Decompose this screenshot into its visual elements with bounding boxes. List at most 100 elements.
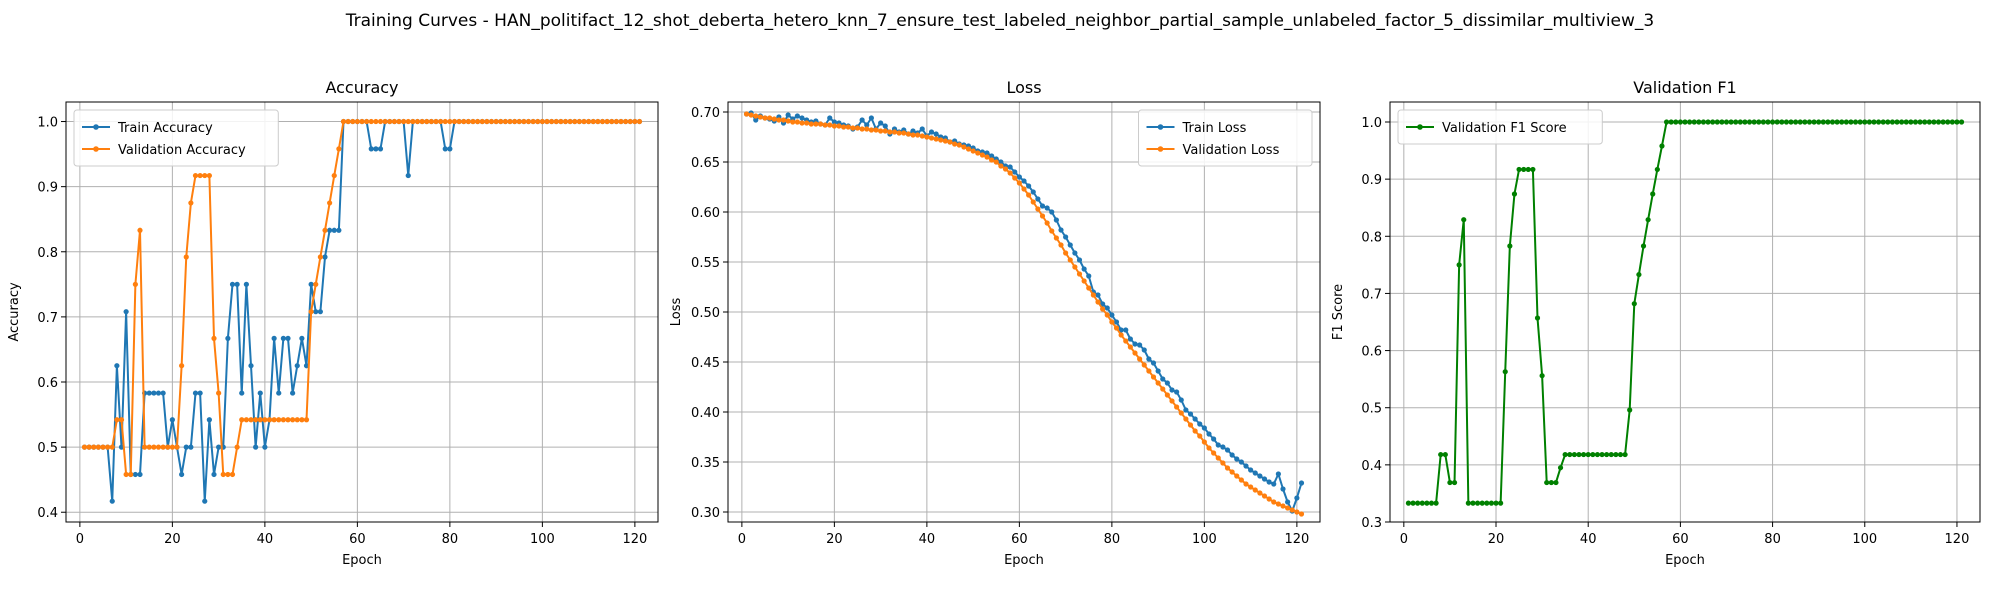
data-point	[498, 118, 504, 125]
data-point	[1104, 312, 1110, 318]
data-point	[1502, 369, 1508, 375]
data-point	[447, 146, 453, 152]
data-point	[1187, 422, 1194, 428]
data-point	[285, 417, 291, 423]
data-point	[1211, 450, 1217, 456]
data-point	[364, 118, 370, 125]
x-tick-label: 80	[442, 532, 459, 547]
data-point	[512, 118, 518, 125]
data-point	[915, 132, 921, 138]
y-tick-label: 0.5	[1361, 402, 1382, 417]
data-point	[544, 118, 550, 125]
data-point	[1571, 451, 1577, 458]
data-point	[1894, 119, 1900, 125]
data-point	[243, 417, 249, 423]
data-point	[1484, 500, 1490, 506]
legend: Validation F1 Score	[1397, 109, 1603, 145]
x-tick-label: 100	[530, 532, 555, 547]
legend: Train Loss Validation Loss	[1138, 109, 1313, 167]
data-point	[229, 471, 236, 478]
data-point	[1016, 174, 1022, 180]
data-point	[1248, 467, 1254, 473]
data-point	[1470, 500, 1476, 506]
data-point	[938, 137, 944, 143]
data-point	[1039, 203, 1046, 209]
data-point	[1252, 487, 1258, 493]
data-point	[1095, 292, 1101, 298]
data-point	[1931, 119, 1937, 125]
x-axis-label: Epoch	[1665, 553, 1705, 568]
data-point	[1511, 191, 1518, 197]
data-point	[1113, 319, 1120, 325]
data-point	[1848, 119, 1854, 125]
data-point	[160, 444, 166, 450]
data-point	[1567, 451, 1573, 458]
data-point	[1275, 471, 1281, 477]
data-point	[493, 118, 499, 125]
data-point	[100, 444, 106, 450]
data-point	[1067, 257, 1073, 263]
legend-swatch-marker	[1157, 146, 1164, 152]
data-point	[771, 116, 777, 122]
data-point	[1104, 305, 1110, 311]
data-point	[1539, 373, 1545, 379]
data-point	[998, 159, 1004, 165]
data-point	[1723, 119, 1730, 125]
data-point	[137, 471, 143, 478]
data-point	[81, 444, 88, 450]
data-point	[586, 118, 592, 125]
data-point	[767, 115, 773, 121]
data-point	[1002, 166, 1009, 172]
data-point	[114, 417, 120, 423]
data-point	[359, 118, 365, 125]
data-point	[197, 172, 203, 179]
y-tick-label: 0.60	[691, 206, 720, 221]
data-point	[1044, 220, 1050, 226]
data-point	[599, 118, 606, 125]
data-point	[868, 127, 874, 133]
data-point	[225, 471, 231, 478]
data-point	[785, 112, 791, 118]
data-point	[1594, 451, 1601, 458]
data-point	[970, 148, 976, 154]
data-point	[253, 417, 259, 423]
data-point	[1026, 192, 1032, 198]
data-point	[155, 390, 162, 396]
data-point	[1123, 338, 1129, 344]
data-point	[817, 121, 824, 127]
data-point	[248, 363, 254, 369]
data-point	[910, 128, 916, 134]
data-point	[864, 126, 870, 132]
data-point	[1553, 479, 1559, 486]
data-point	[1917, 119, 1923, 125]
data-point	[299, 335, 305, 341]
data-point	[331, 227, 337, 233]
data-point	[1673, 119, 1679, 125]
y-tick-label: 1.0	[37, 116, 58, 131]
data-point	[1793, 119, 1799, 125]
data-point	[1557, 465, 1564, 471]
data-point	[910, 132, 916, 138]
data-point	[1039, 213, 1046, 219]
data-point	[257, 390, 263, 396]
y-tick-label: 0.8	[37, 246, 58, 261]
data-point	[303, 417, 310, 423]
data-point	[1137, 342, 1143, 348]
data-point	[1525, 166, 1531, 173]
data-point	[993, 159, 999, 165]
data-point	[525, 118, 532, 125]
data-point	[1021, 178, 1027, 184]
data-point	[1627, 407, 1633, 413]
data-point	[961, 144, 967, 150]
y-tick-label: 0.40	[691, 406, 720, 421]
x-tick-label: 20	[826, 532, 843, 547]
y-tick-label: 0.55	[691, 256, 720, 271]
data-point	[947, 139, 953, 145]
data-point	[1072, 264, 1078, 270]
data-point	[1940, 119, 1946, 125]
data-point	[1155, 380, 1161, 386]
data-point	[794, 119, 800, 125]
data-point	[1174, 389, 1180, 395]
data-point	[465, 118, 471, 125]
data-point	[442, 118, 448, 125]
